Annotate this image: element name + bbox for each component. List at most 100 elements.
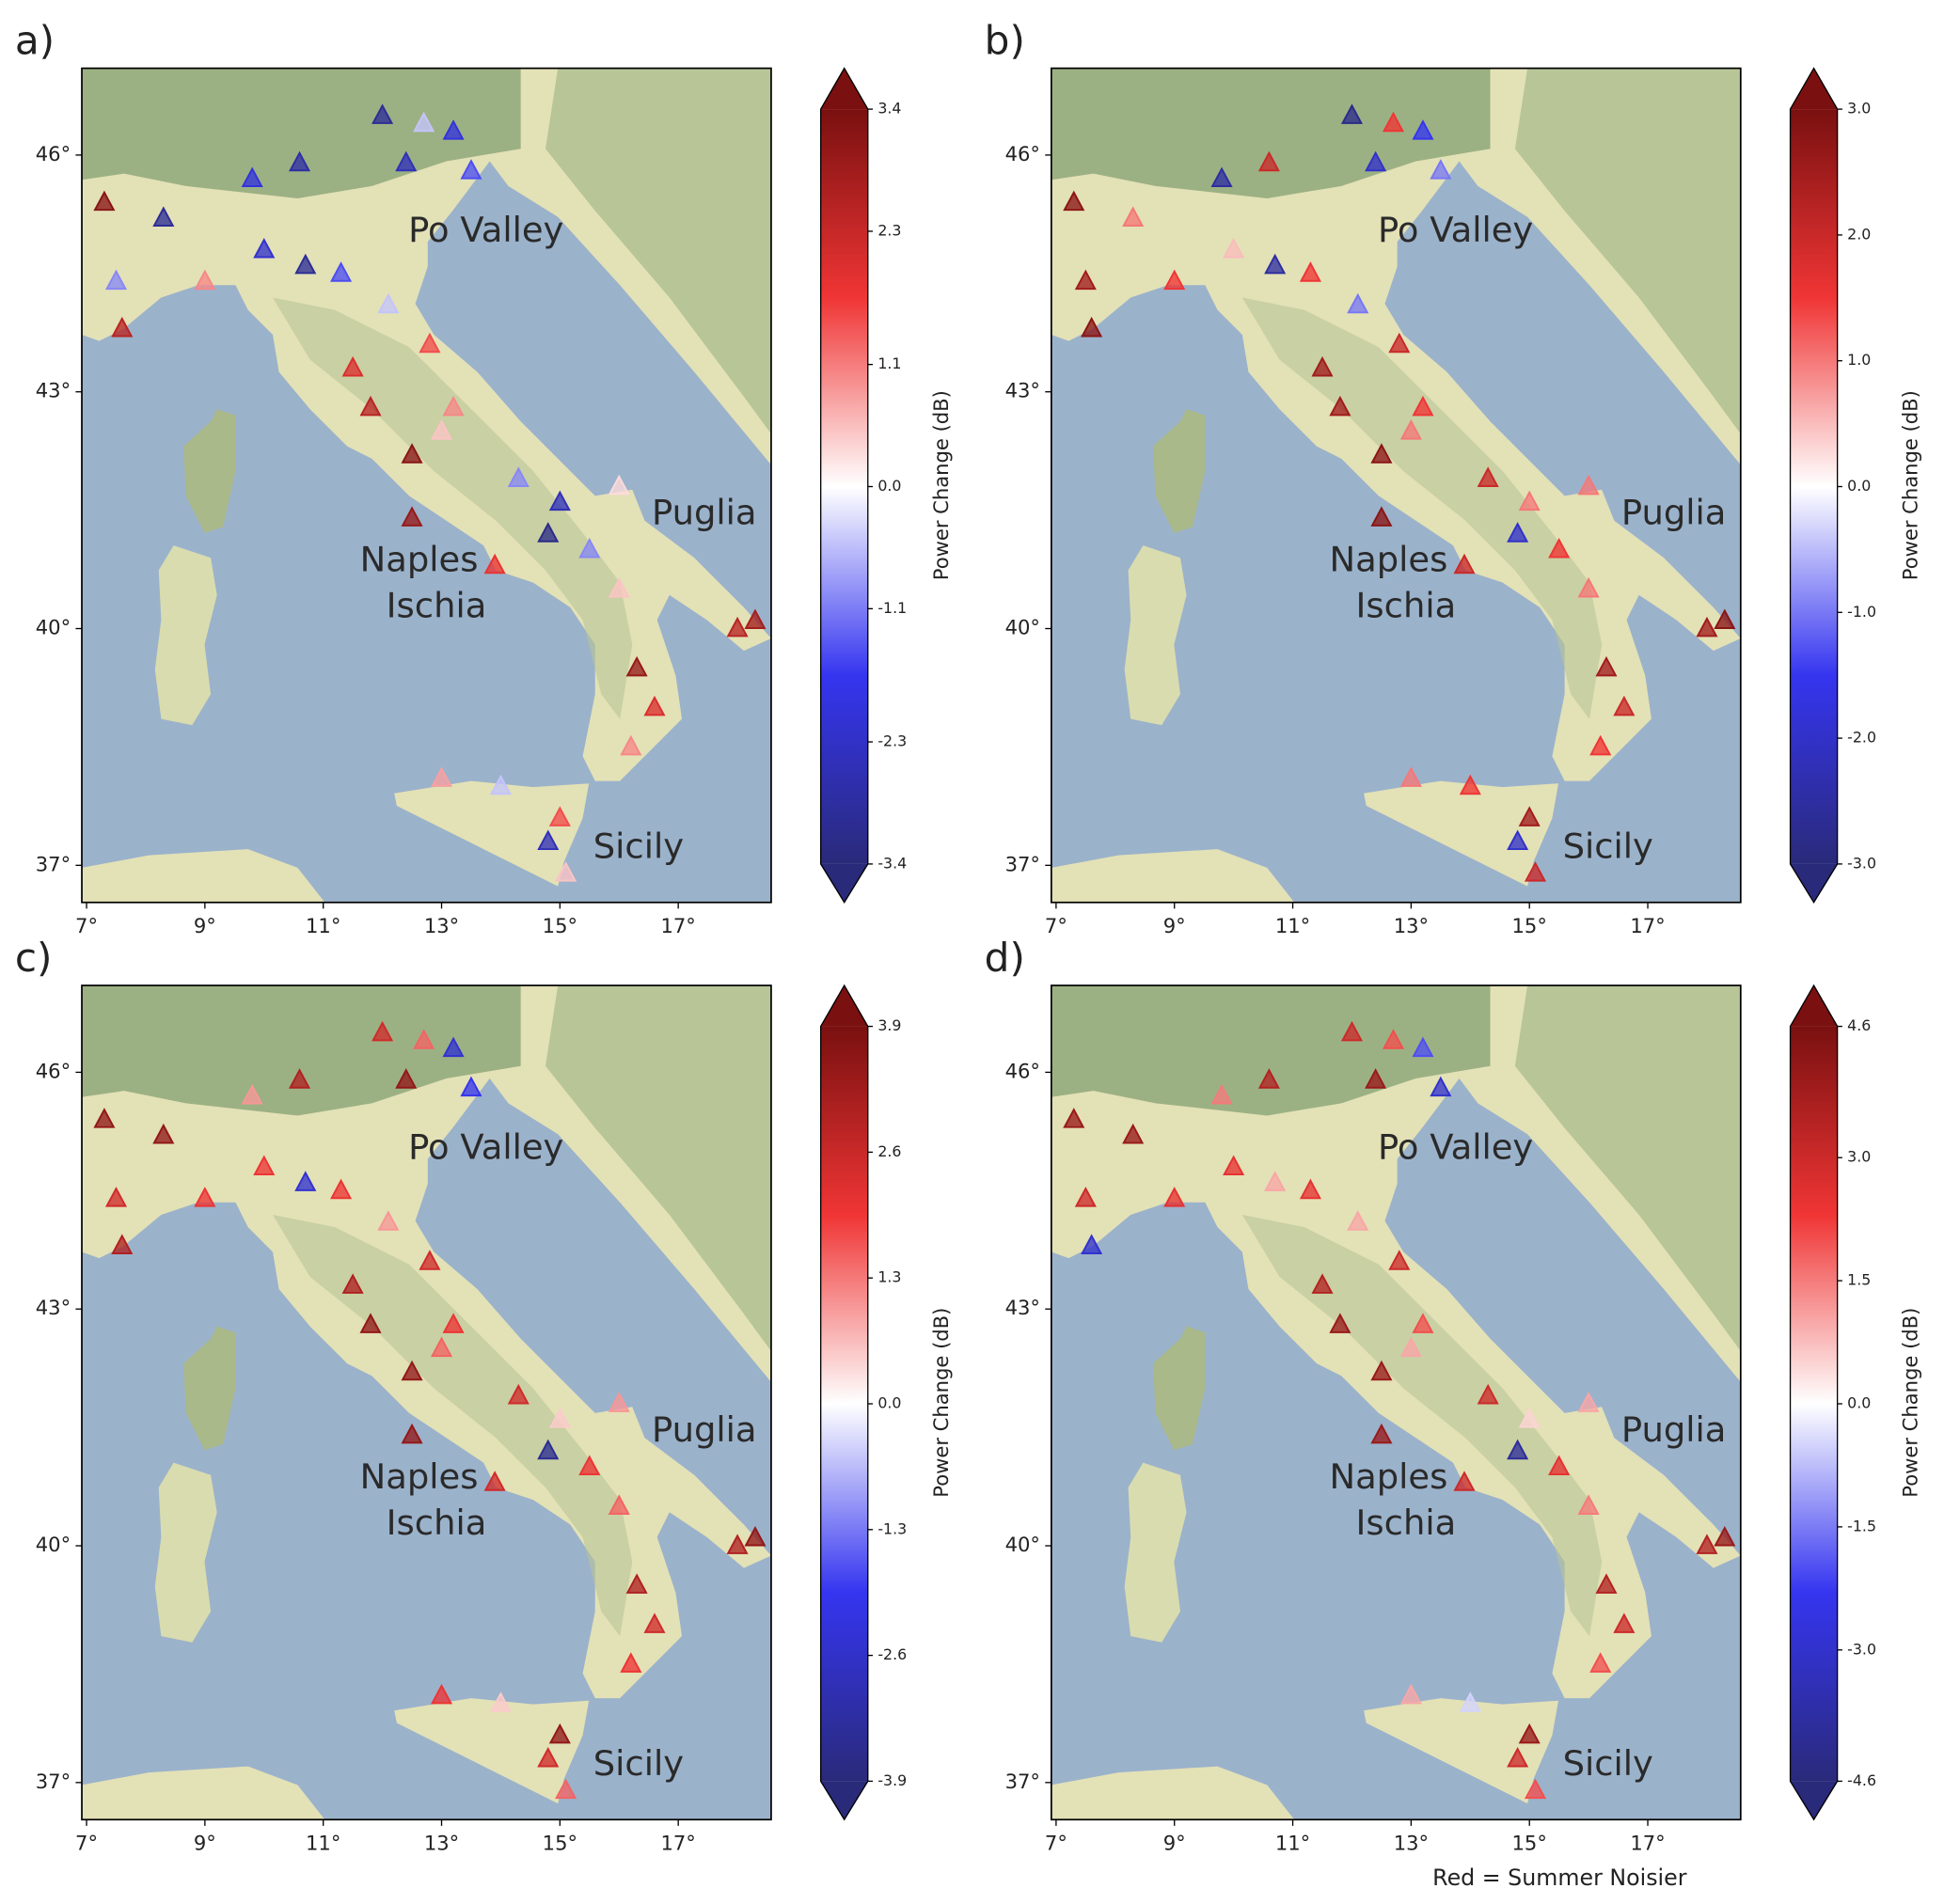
station-marker <box>241 166 263 187</box>
y-tick-label: 37° <box>36 1770 71 1793</box>
station-marker <box>1063 190 1085 212</box>
station-marker <box>413 1029 435 1049</box>
x-tick-label: 13° <box>1394 914 1429 937</box>
station-marker <box>537 1746 560 1768</box>
station-marker <box>1264 1171 1287 1191</box>
y-tick-label: 37° <box>1005 852 1040 875</box>
station-marker <box>1518 1408 1541 1428</box>
map-annotation: Po Valley <box>408 1127 563 1168</box>
station-marker <box>442 1036 465 1058</box>
colorbar-tick-label: 1.0 <box>1847 351 1871 369</box>
station-marker <box>1163 1187 1186 1207</box>
colorbar-extend-min <box>1790 863 1838 903</box>
colorbar-tick-label: 0.0 <box>1847 477 1871 495</box>
map-annotation: Sicily <box>1563 1743 1653 1784</box>
station-marker <box>442 119 465 140</box>
station-marker <box>401 1360 423 1381</box>
station-marker <box>1081 316 1103 338</box>
station-marker <box>1577 474 1600 496</box>
colorbar-label: Power Change (dB) <box>1899 390 1922 580</box>
station-marker <box>1074 269 1097 291</box>
station-marker <box>288 1068 311 1089</box>
station-marker <box>608 576 630 598</box>
station-marker <box>726 616 749 637</box>
x-tick-label: 11° <box>306 1832 340 1855</box>
station-marker <box>430 1683 453 1705</box>
station-marker <box>104 269 128 291</box>
station-marker <box>93 1108 116 1128</box>
y-tick-label: 40° <box>1005 1533 1040 1556</box>
colorbar <box>1790 1026 1838 1782</box>
station-marker <box>620 1652 642 1673</box>
station-marker <box>1340 103 1364 124</box>
station-marker <box>1382 1029 1405 1049</box>
colorbar-label: Power Change (dB) <box>929 390 953 580</box>
basemap <box>1051 985 1741 1820</box>
station-marker <box>1696 616 1718 637</box>
station-marker <box>1714 608 1736 630</box>
station-marker <box>1507 1439 1529 1460</box>
x-tick-label: 11° <box>306 914 340 937</box>
colorbar-tick-label: -3.0 <box>1847 854 1876 872</box>
colorbar-extend-max <box>820 985 868 1027</box>
station-marker <box>330 1178 353 1200</box>
map-annotation: Puglia <box>652 1409 757 1450</box>
station-marker <box>1329 395 1351 417</box>
station-marker <box>1399 766 1422 787</box>
station-marker <box>1311 355 1334 377</box>
colorbar-tick-label: 0.0 <box>1847 1393 1871 1411</box>
station-marker <box>194 1187 216 1207</box>
x-tick-label: 7° <box>1045 914 1067 937</box>
station-marker <box>1453 1471 1476 1491</box>
map-annotation: Ischia <box>387 586 487 626</box>
station-marker <box>1524 861 1547 882</box>
map-annotation: Po Valley <box>1378 210 1533 250</box>
station-marker <box>152 206 175 227</box>
panel-label: c) <box>15 935 53 981</box>
map-annotation: Sicily <box>1563 826 1653 866</box>
station-marker <box>442 1313 465 1333</box>
station-marker <box>1548 1455 1571 1475</box>
colorbar-tick-label: -1.5 <box>1847 1517 1876 1534</box>
station-marker <box>578 537 601 559</box>
map-annotation: Sicily <box>593 1743 684 1784</box>
map-annotation: Puglia <box>652 493 757 533</box>
station-marker <box>111 1234 134 1254</box>
stations <box>1063 1020 1736 1800</box>
colorbar-tick-label: 3.0 <box>1847 100 1871 118</box>
station-marker <box>253 238 276 259</box>
station-marker <box>1329 1313 1351 1333</box>
map-annotation: Naples <box>1330 540 1448 580</box>
x-tick-label: 15° <box>1512 914 1547 937</box>
colorbar-tick-label: 3.4 <box>877 100 901 118</box>
station-marker <box>1210 166 1233 187</box>
x-tick-label: 15° <box>543 1832 577 1855</box>
station-marker <box>1223 1155 1245 1176</box>
station-marker <box>1589 1652 1612 1673</box>
colorbar-tick-label: 2.0 <box>1847 225 1871 243</box>
station-marker <box>1399 419 1422 440</box>
colorbar <box>820 109 868 864</box>
station-marker <box>1163 269 1186 291</box>
colorbar-tick-label: 1.5 <box>1847 1271 1871 1289</box>
x-tick-label: 7° <box>75 914 98 937</box>
station-marker <box>1430 1076 1452 1097</box>
station-marker <box>1299 1178 1321 1200</box>
station-marker <box>1347 292 1369 314</box>
station-marker <box>483 553 506 574</box>
colorbar-tick-label: -2.6 <box>877 1645 907 1663</box>
colorbar-tick-label: -2.0 <box>1847 729 1876 747</box>
station-marker <box>1577 576 1600 598</box>
x-tick-label: 7° <box>1045 1832 1067 1855</box>
map-annotation: Po Valley <box>408 210 563 250</box>
station-marker <box>359 395 382 417</box>
station-marker <box>194 269 216 291</box>
station-marker <box>1365 150 1387 172</box>
map-frame <box>81 67 772 904</box>
station-marker <box>744 608 767 630</box>
station-marker <box>395 150 418 172</box>
station-marker <box>341 355 364 377</box>
station-marker <box>1613 695 1636 716</box>
station-marker <box>430 1336 453 1358</box>
station-marker <box>1299 261 1321 282</box>
